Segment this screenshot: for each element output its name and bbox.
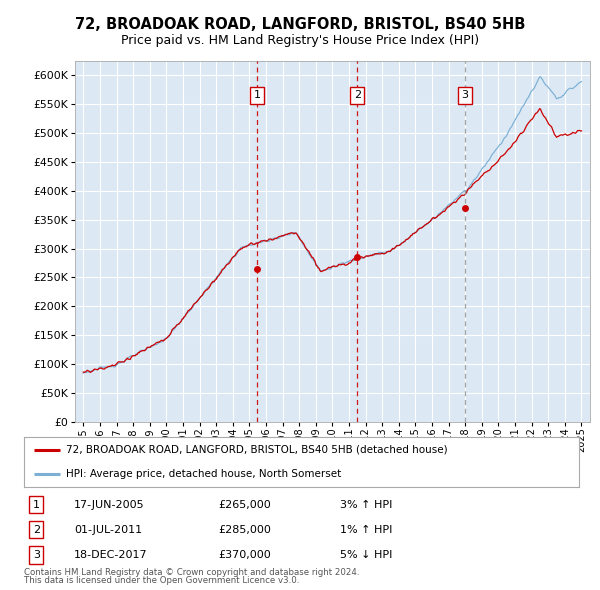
Text: 17-JUN-2005: 17-JUN-2005 — [74, 500, 145, 510]
Text: £265,000: £265,000 — [218, 500, 271, 510]
Text: 01-JUL-2011: 01-JUL-2011 — [74, 525, 142, 535]
Text: £285,000: £285,000 — [218, 525, 271, 535]
Text: £370,000: £370,000 — [218, 550, 271, 560]
Text: HPI: Average price, detached house, North Somerset: HPI: Average price, detached house, Nort… — [65, 468, 341, 478]
Text: 72, BROADOAK ROAD, LANGFORD, BRISTOL, BS40 5HB: 72, BROADOAK ROAD, LANGFORD, BRISTOL, BS… — [75, 17, 525, 32]
Text: 1: 1 — [33, 500, 40, 510]
Text: 5% ↓ HPI: 5% ↓ HPI — [340, 550, 393, 560]
Text: 3: 3 — [461, 90, 468, 100]
Text: This data is licensed under the Open Government Licence v3.0.: This data is licensed under the Open Gov… — [24, 576, 299, 585]
Text: 1% ↑ HPI: 1% ↑ HPI — [340, 525, 393, 535]
Text: 2: 2 — [354, 90, 361, 100]
Text: Contains HM Land Registry data © Crown copyright and database right 2024.: Contains HM Land Registry data © Crown c… — [24, 568, 359, 577]
Text: 3% ↑ HPI: 3% ↑ HPI — [340, 500, 393, 510]
Text: 3: 3 — [33, 550, 40, 560]
Text: 1: 1 — [254, 90, 260, 100]
Text: 18-DEC-2017: 18-DEC-2017 — [74, 550, 148, 560]
Text: Price paid vs. HM Land Registry's House Price Index (HPI): Price paid vs. HM Land Registry's House … — [121, 34, 479, 47]
Text: 2: 2 — [32, 525, 40, 535]
Text: 72, BROADOAK ROAD, LANGFORD, BRISTOL, BS40 5HB (detached house): 72, BROADOAK ROAD, LANGFORD, BRISTOL, BS… — [65, 445, 447, 455]
